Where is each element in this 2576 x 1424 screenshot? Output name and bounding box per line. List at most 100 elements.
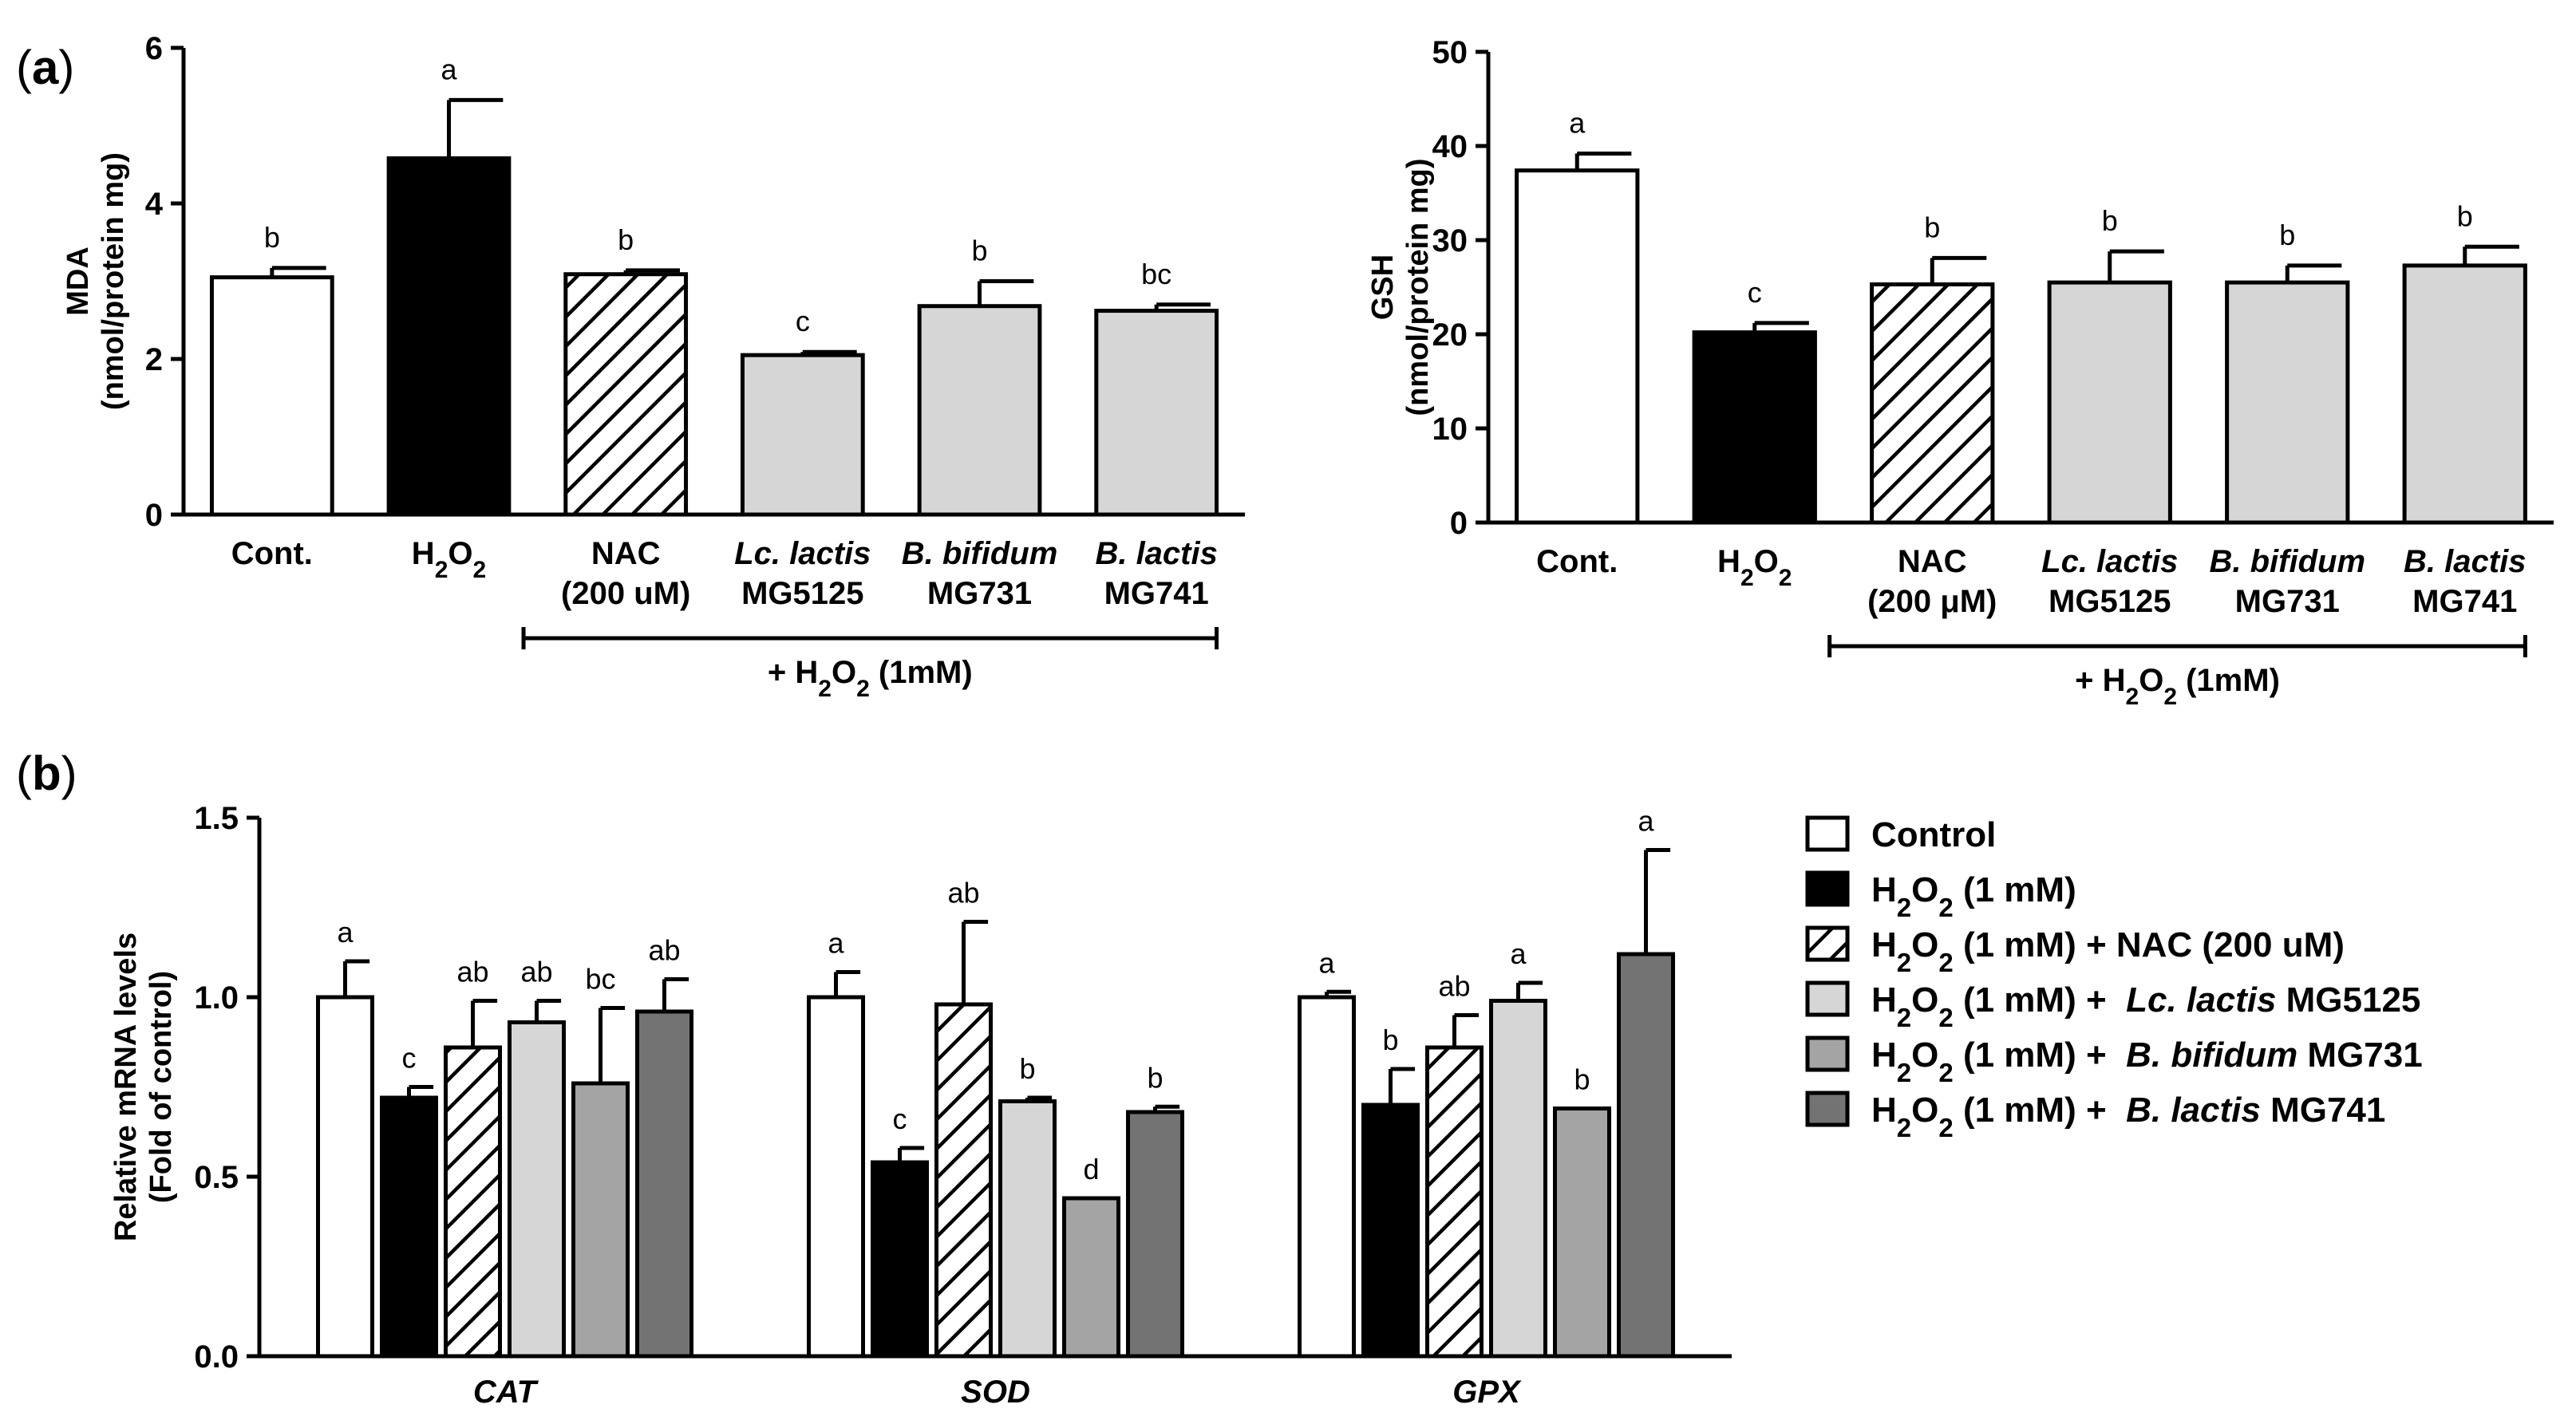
bar bbox=[316, 995, 374, 1359]
legend-plain: + bbox=[2076, 980, 2126, 1020]
category-label: SOD bbox=[961, 1375, 1030, 1410]
h-tspan: H bbox=[1871, 925, 1897, 964]
text-tspan: (1 mM) bbox=[1954, 1091, 2076, 1130]
subscript-2: 2 bbox=[1938, 1003, 1953, 1032]
bar bbox=[1692, 330, 1817, 525]
h-tspan: H bbox=[412, 536, 435, 571]
y-tick-label: 2 bbox=[145, 342, 163, 377]
bar bbox=[1062, 1196, 1120, 1359]
y-axis-label: MDA bbox=[61, 247, 95, 316]
bar bbox=[508, 1020, 566, 1359]
category-label: H2O2 bbox=[412, 536, 486, 583]
significance-letter: a bbox=[337, 916, 354, 949]
panel-letter: b bbox=[32, 747, 61, 800]
bar bbox=[1425, 1045, 1484, 1359]
y-tick-label: 1.5 bbox=[194, 801, 239, 836]
paren: ) bbox=[58, 41, 74, 94]
h-tspan: H bbox=[1717, 544, 1740, 579]
significance-letter: ab bbox=[1438, 970, 1470, 1003]
legend-suffix: MG741 bbox=[2261, 1091, 2386, 1130]
o-tspan: O bbox=[1911, 1035, 1938, 1075]
text-tspan: B. bifidum bbox=[902, 536, 1058, 571]
bar bbox=[209, 275, 334, 517]
significance-letter: b bbox=[1019, 1052, 1035, 1085]
significance-letter: b bbox=[264, 221, 280, 254]
text-tspan: (1 mM) bbox=[1954, 870, 2076, 909]
legend-suffix: MG5125 bbox=[2276, 980, 2420, 1020]
subscript-2: 2 bbox=[1897, 893, 1911, 922]
legend-suffix: MG731 bbox=[2297, 1035, 2423, 1075]
treatment-bracket bbox=[1827, 635, 2527, 657]
bar bbox=[807, 995, 865, 1359]
significance-letter: ab bbox=[520, 956, 552, 988]
category-label: GPX bbox=[1452, 1375, 1522, 1410]
subscript-2: 2 bbox=[473, 557, 487, 583]
significance-letter: a bbox=[441, 53, 457, 85]
y-tick-label: 4 bbox=[145, 187, 164, 222]
subscript-2: 2 bbox=[2126, 684, 2139, 710]
legend-swatch bbox=[1805, 815, 1850, 852]
bar bbox=[1489, 999, 1547, 1359]
text-tspan: (1 mM) bbox=[1954, 925, 2076, 964]
category-label: B. bifidum bbox=[2209, 544, 2365, 579]
y-axis-unit-label: (nmol/protein mg) bbox=[1401, 159, 1435, 416]
bar bbox=[444, 1045, 502, 1359]
o-tspan: O bbox=[2139, 663, 2163, 698]
y-tick-label: 50 bbox=[1432, 35, 1468, 70]
bar bbox=[1870, 282, 1995, 525]
significance-letter: c bbox=[796, 305, 810, 337]
bar bbox=[917, 304, 1042, 517]
legend-label: H2O2 (1 mM) + NAC (200 uM) bbox=[1871, 925, 2345, 977]
subscript-2: 2 bbox=[1938, 1113, 1953, 1142]
significance-letter: a bbox=[828, 927, 844, 960]
legend-label: H2O2 (1 mM) + Lc. lactis MG5125 bbox=[1871, 980, 2420, 1032]
legend-swatch bbox=[1805, 870, 1850, 907]
legend-plain: + bbox=[2076, 1035, 2126, 1075]
o-tspan: O bbox=[1911, 925, 1938, 964]
subscript-2: 2 bbox=[856, 676, 870, 702]
category-sublabel: MG5125 bbox=[2049, 584, 2171, 619]
y-tick-label: 30 bbox=[1432, 223, 1468, 258]
legend-label: H2O2 (1 mM) + B. bifidum MG731 bbox=[1871, 1035, 2423, 1087]
subscript-2: 2 bbox=[435, 557, 448, 583]
bar bbox=[1617, 952, 1675, 1359]
y-axis-label: GSH bbox=[1366, 254, 1400, 320]
text-tspan: (1 mM) bbox=[1954, 1035, 2076, 1075]
treatment-bracket bbox=[521, 627, 1219, 649]
significance-letter: a bbox=[1318, 946, 1335, 979]
subscript-2: 2 bbox=[1897, 1003, 1911, 1032]
text-tspan: Cont. bbox=[1536, 544, 1618, 579]
h-tspan: H bbox=[1871, 980, 1897, 1020]
bar bbox=[1515, 168, 1640, 525]
h-tspan: H bbox=[795, 655, 818, 690]
category-label: Lc. lactis bbox=[2041, 544, 2178, 579]
subscript-2: 2 bbox=[1779, 565, 1792, 591]
bar bbox=[635, 1009, 693, 1359]
category-sublabel: (200 μM) bbox=[1867, 584, 1997, 619]
text-tspan: (1mM) bbox=[2177, 663, 2280, 698]
y-axis-unit-label: (nmol/protein mg) bbox=[97, 152, 130, 410]
significance-letter: b bbox=[1382, 1024, 1398, 1056]
bar bbox=[1361, 1103, 1420, 1359]
bar bbox=[2047, 280, 2172, 525]
significance-letter: a bbox=[1638, 805, 1654, 838]
panel-label-b: (b) bbox=[16, 747, 77, 800]
bar bbox=[1094, 309, 1219, 517]
legend-label: H2O2 (1 mM) bbox=[1871, 870, 2076, 922]
y-tick-label: 0 bbox=[145, 498, 163, 533]
h-tspan: H bbox=[1871, 870, 1897, 909]
o-tspan: O bbox=[1911, 980, 1938, 1020]
o-tspan: O bbox=[448, 536, 472, 571]
o-tspan: O bbox=[1754, 544, 1779, 579]
panel-letter: a bbox=[32, 41, 59, 94]
legend-label: Control bbox=[1871, 815, 1996, 854]
subscript-2: 2 bbox=[1740, 565, 1754, 591]
subscript-2: 2 bbox=[1897, 948, 1911, 977]
y-tick-label: 40 bbox=[1432, 129, 1468, 164]
significance-letter: c bbox=[402, 1042, 417, 1075]
category-label: NAC bbox=[1898, 544, 1967, 579]
y-axis-label: Relative mRNA levels bbox=[109, 933, 143, 1241]
o-tspan: O bbox=[832, 655, 856, 690]
significance-letter: b bbox=[1574, 1063, 1590, 1096]
